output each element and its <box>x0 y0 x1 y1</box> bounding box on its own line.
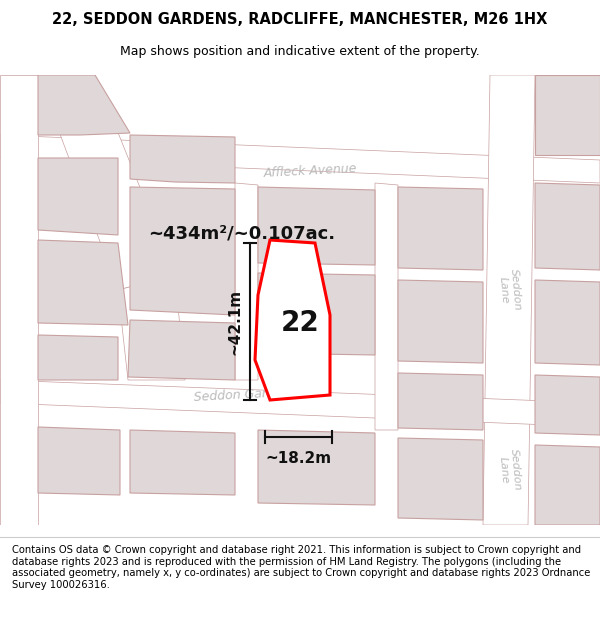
Text: Seddon Gardens: Seddon Gardens <box>193 386 297 404</box>
Polygon shape <box>255 240 330 400</box>
Polygon shape <box>535 75 600 155</box>
Text: Affleck Avenue: Affleck Avenue <box>263 162 357 180</box>
Polygon shape <box>375 183 398 430</box>
Polygon shape <box>398 438 483 520</box>
Polygon shape <box>535 445 600 525</box>
Polygon shape <box>235 183 258 380</box>
Polygon shape <box>38 335 118 380</box>
Text: ~42.1m: ~42.1m <box>227 289 242 354</box>
Polygon shape <box>130 187 235 315</box>
Polygon shape <box>398 280 483 363</box>
Polygon shape <box>128 320 235 380</box>
Polygon shape <box>38 75 130 135</box>
Text: 22: 22 <box>281 309 319 337</box>
Text: ~18.2m: ~18.2m <box>265 451 332 466</box>
Polygon shape <box>258 430 375 505</box>
Polygon shape <box>535 280 600 365</box>
Polygon shape <box>535 183 600 270</box>
Polygon shape <box>118 275 185 380</box>
Polygon shape <box>258 273 375 355</box>
Text: Seddon
Lane: Seddon Lane <box>497 268 523 312</box>
Polygon shape <box>535 375 600 435</box>
Text: Contains OS data © Crown copyright and database right 2021. This information is : Contains OS data © Crown copyright and d… <box>12 545 590 590</box>
Polygon shape <box>0 75 38 525</box>
Polygon shape <box>0 135 600 183</box>
Polygon shape <box>38 75 175 290</box>
Polygon shape <box>130 135 235 183</box>
Polygon shape <box>38 427 120 495</box>
Text: Seddon
Lane: Seddon Lane <box>497 448 523 492</box>
Polygon shape <box>0 380 600 427</box>
Polygon shape <box>483 75 535 525</box>
Text: ~434m²/~0.107ac.: ~434m²/~0.107ac. <box>148 224 335 242</box>
Polygon shape <box>38 240 128 325</box>
Polygon shape <box>130 430 235 495</box>
Text: Map shows position and indicative extent of the property.: Map shows position and indicative extent… <box>120 45 480 58</box>
Polygon shape <box>38 158 118 235</box>
Polygon shape <box>398 187 483 270</box>
Text: 22, SEDDON GARDENS, RADCLIFFE, MANCHESTER, M26 1HX: 22, SEDDON GARDENS, RADCLIFFE, MANCHESTE… <box>52 12 548 27</box>
Polygon shape <box>258 187 375 265</box>
Polygon shape <box>398 373 483 430</box>
